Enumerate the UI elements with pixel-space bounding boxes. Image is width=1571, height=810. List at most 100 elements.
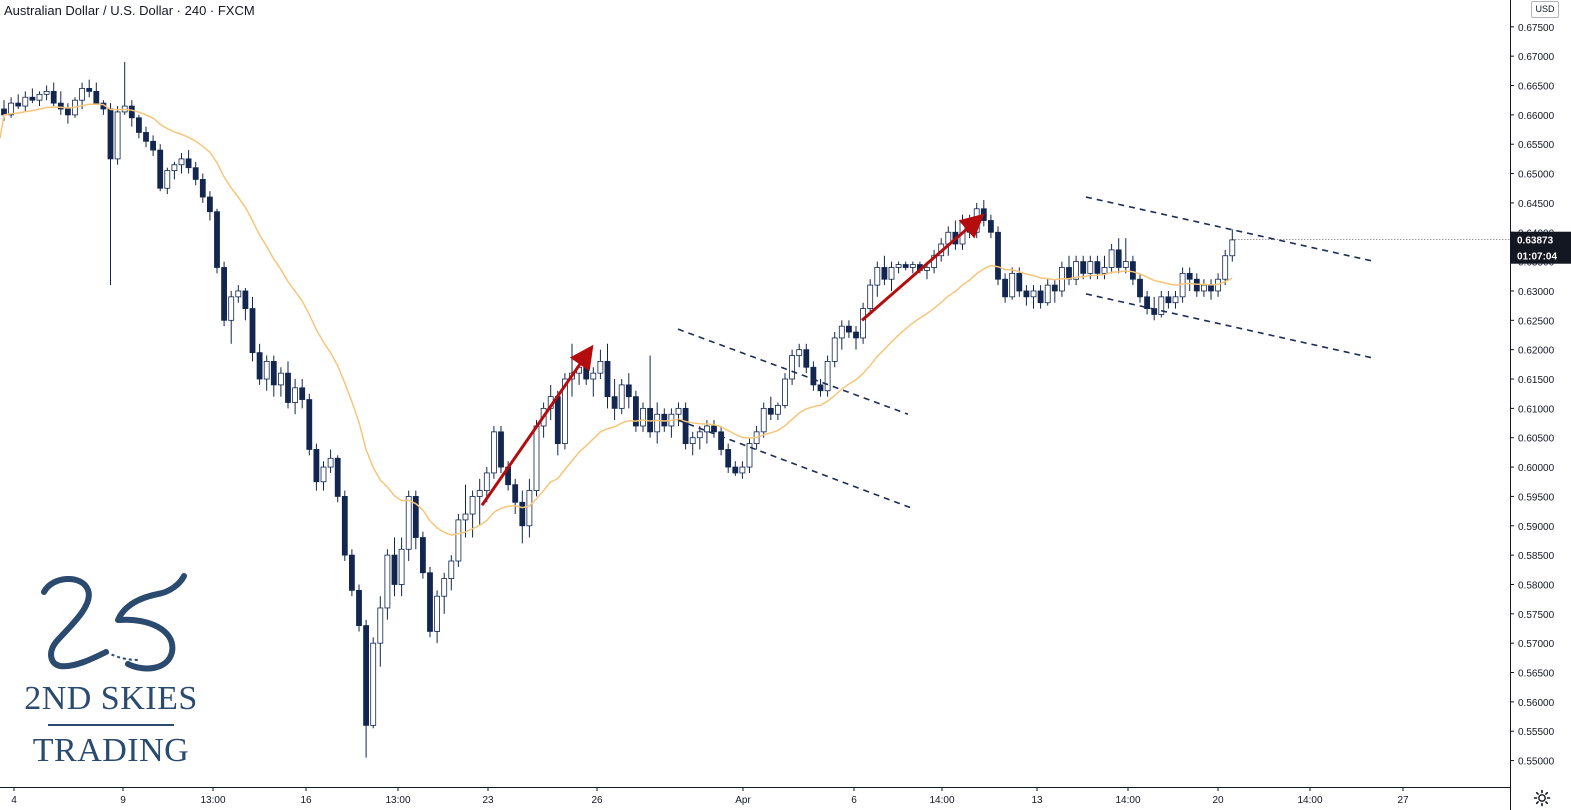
candle-body — [157, 149, 164, 189]
candle-body — [725, 449, 732, 468]
candle-body — [1186, 272, 1193, 280]
candle-body — [434, 595, 441, 632]
logo-line1: 2ND SKIES — [24, 680, 198, 717]
candle-body — [462, 513, 469, 521]
candle-body — [405, 496, 412, 550]
candle-body — [1222, 255, 1229, 280]
time-tick-label: 6 — [851, 795, 857, 806]
candle-body — [1201, 284, 1207, 292]
candle-body — [36, 93, 43, 101]
candle-body — [384, 554, 391, 609]
channel-line[interactable] — [1085, 293, 1376, 360]
channel-line[interactable] — [677, 419, 913, 509]
candle-body — [57, 102, 64, 110]
candle-body — [356, 589, 362, 626]
price-tick-label: 0.65000 — [1518, 170, 1555, 181]
candle-body — [483, 472, 490, 491]
candle-body — [1193, 278, 1200, 292]
time-tick-label: 16 — [300, 795, 312, 806]
logo-divider — [48, 724, 174, 726]
channel-line[interactable] — [1085, 196, 1376, 263]
candle-body — [192, 167, 199, 180]
candle-body — [789, 355, 795, 380]
candle-body — [689, 437, 696, 444]
candle-body — [214, 211, 220, 268]
trend-arrow[interactable] — [480, 344, 594, 507]
logo-line2: TRADING — [32, 732, 190, 769]
candle-body — [363, 625, 370, 726]
candle-body — [370, 642, 377, 726]
trend-arrow[interactable] — [861, 213, 985, 322]
candle-body — [980, 208, 987, 221]
candle-body — [1009, 272, 1016, 298]
candle-body — [391, 554, 398, 585]
candle-body — [498, 431, 504, 468]
candle-body — [1108, 249, 1115, 268]
candle-body — [455, 519, 462, 562]
symbol-title: Australian Dollar / U.S. Dollar · 240 · … — [4, 3, 255, 18]
candle-body — [1179, 272, 1186, 298]
price-tick-label: 0.55000 — [1518, 757, 1555, 768]
candle-body — [249, 308, 256, 354]
channel-line[interactable] — [677, 328, 909, 415]
last-price-label: 0.63873 — [1517, 236, 1554, 247]
candle-body — [718, 431, 724, 450]
candle-body — [490, 431, 497, 474]
candle-body — [1030, 290, 1037, 298]
time-tick-label: 20 — [1212, 795, 1224, 806]
candle-body — [377, 607, 384, 644]
candle-body — [1094, 261, 1101, 274]
candle-body — [1080, 261, 1087, 274]
price-tick-label: 0.58500 — [1518, 551, 1555, 562]
price-tick-label: 0.62500 — [1518, 316, 1555, 327]
candle-body — [824, 361, 831, 392]
candle-body — [412, 496, 419, 538]
candle-body — [767, 407, 774, 415]
price-tick-label: 0.59500 — [1518, 492, 1555, 503]
candle-body — [1044, 284, 1051, 304]
candle-body — [633, 396, 639, 427]
candle-body — [50, 90, 57, 104]
price-tick-label: 0.64500 — [1518, 199, 1555, 210]
price-tick-label: 0.56000 — [1518, 698, 1555, 709]
gear-icon[interactable] — [1533, 789, 1551, 807]
candle-body — [654, 413, 661, 433]
candle-body — [469, 496, 476, 515]
candle-body — [675, 407, 682, 415]
candle-body — [512, 484, 519, 503]
price-tick-label: 0.58000 — [1518, 580, 1555, 591]
time-tick-label: 14:00 — [1115, 795, 1140, 806]
price-tick-label: 0.57000 — [1518, 639, 1555, 650]
candle-body — [625, 384, 632, 398]
candle-body — [114, 111, 121, 160]
candle-body — [838, 325, 845, 339]
price-tick-label: 0.67500 — [1518, 23, 1555, 34]
candle-body — [590, 372, 597, 380]
currency-badge[interactable]: USD — [1531, 1, 1559, 18]
candle-body — [43, 90, 50, 95]
candle-body — [178, 158, 185, 166]
candle-body — [29, 96, 36, 101]
candle-body — [782, 378, 788, 406]
candle-body — [1172, 296, 1179, 304]
price-tick-label: 0.60500 — [1518, 434, 1555, 445]
candle-body — [327, 457, 334, 468]
candle-body — [739, 466, 746, 474]
countdown-label: 01:07:04 — [1517, 252, 1557, 263]
price-tick-label: 0.66500 — [1518, 82, 1555, 93]
candle-body — [874, 267, 881, 286]
candle-body — [313, 449, 320, 483]
candle-body — [348, 554, 355, 591]
price-tick-label: 0.66000 — [1518, 111, 1555, 122]
candle-body — [846, 325, 852, 333]
candle-body — [618, 384, 625, 409]
candle-body — [526, 490, 533, 527]
last-price-badge — [1511, 231, 1571, 264]
candle-body — [1144, 296, 1150, 309]
candle-body — [199, 179, 206, 198]
price-tick-label: 0.57500 — [1518, 610, 1555, 621]
candle-body — [256, 352, 263, 380]
candle-body — [441, 578, 448, 597]
candle-body — [1122, 261, 1129, 268]
